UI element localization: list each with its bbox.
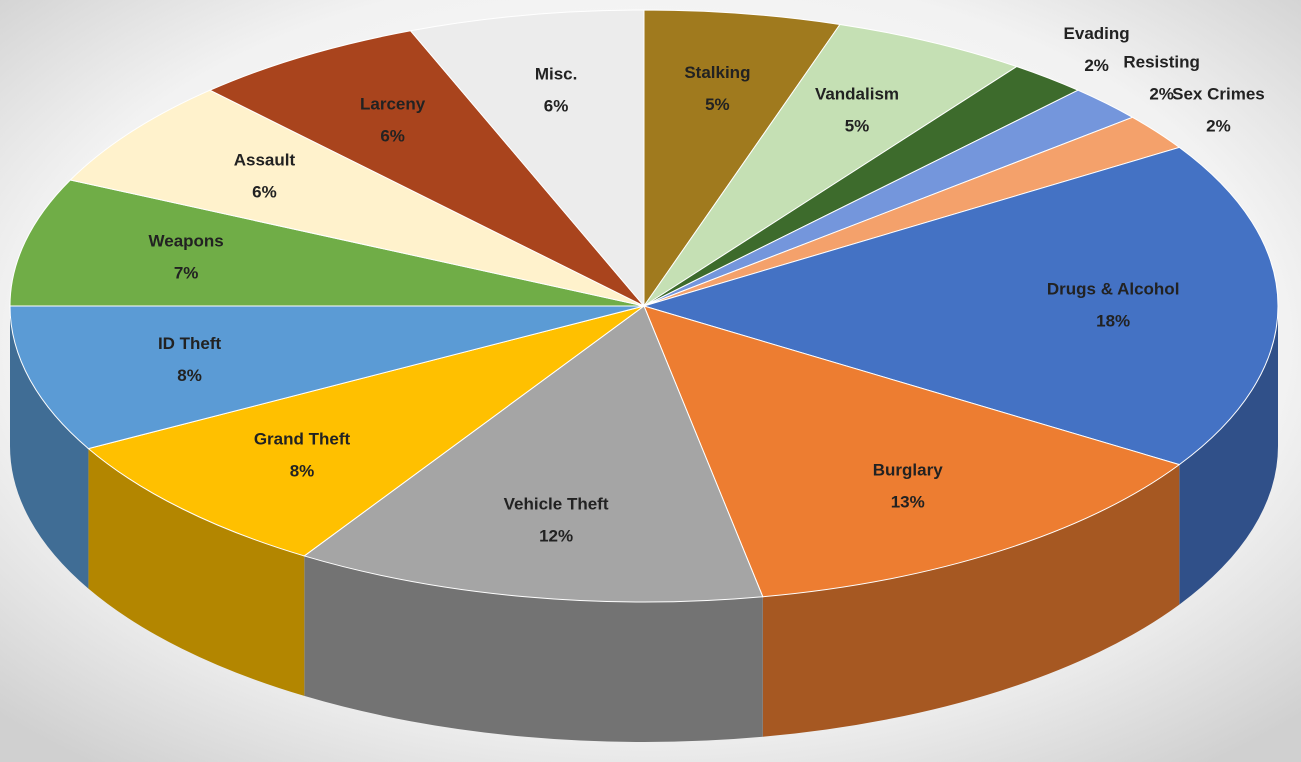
slice	[87, 305, 645, 557]
slice-label: Vandalism	[815, 84, 899, 103]
slice-value-label: 2%	[1084, 56, 1109, 75]
slice-label: ID Theft	[158, 334, 222, 353]
slice	[303, 305, 764, 603]
slice-label: Stalking	[684, 63, 750, 82]
slice-value-label: 8%	[177, 366, 202, 385]
slice-label: Grand Theft	[254, 429, 351, 448]
pie-tops	[9, 9, 1279, 603]
slice-value-label: 12%	[539, 527, 573, 546]
slice	[9, 179, 645, 307]
slice-value-label: 5%	[845, 116, 870, 135]
slice-side	[1179, 306, 1278, 605]
slice-label: Assault	[234, 151, 296, 170]
slice-label: Misc.	[535, 64, 578, 83]
slice	[643, 305, 1181, 598]
slice	[208, 30, 645, 307]
slice-label: Resisting	[1123, 53, 1200, 72]
slice-label: Drugs & Alcohol	[1047, 279, 1180, 298]
slice-label: Evading	[1064, 24, 1130, 43]
slice-value-label: 6%	[252, 183, 277, 202]
slice-value-label: 2%	[1206, 117, 1231, 136]
slice	[643, 23, 1018, 307]
slice-label: Vehicle Theft	[504, 495, 609, 514]
slice	[643, 9, 841, 308]
pie-labels: Stalking 5% Vandalism 5% Evading 2% Resisting 2…	[149, 24, 1265, 546]
slice	[642, 146, 1279, 466]
slice-label: Larceny	[360, 95, 426, 114]
slice-value-label: 2%	[1149, 85, 1174, 104]
slice	[69, 89, 645, 307]
slice-value-label: 18%	[1096, 311, 1130, 330]
slice-side	[762, 464, 1180, 737]
slice-value-label: 13%	[891, 493, 925, 512]
slice-side	[88, 448, 305, 696]
slice-label: Burglary	[873, 461, 943, 480]
slice-value-label: 8%	[290, 461, 315, 480]
slice-value-label: 5%	[705, 95, 730, 114]
slice-label: Weapons	[149, 232, 224, 251]
slice-value-label: 6%	[380, 127, 405, 146]
slice-value-label: 6%	[544, 96, 569, 115]
slice	[9, 305, 645, 450]
slice	[409, 9, 645, 308]
slice-side	[9, 306, 89, 589]
slice-value-label: 7%	[174, 264, 199, 283]
slice-label: Sex Crimes	[1172, 85, 1265, 104]
